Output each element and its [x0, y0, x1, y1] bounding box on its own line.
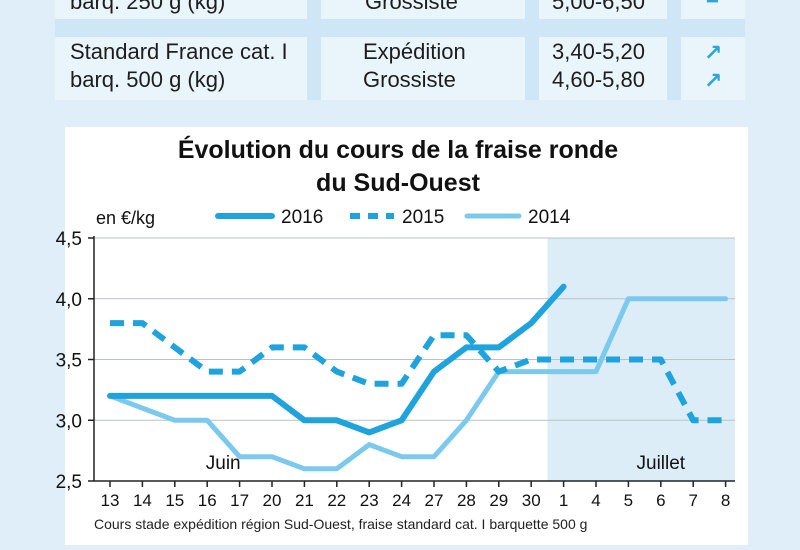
- x-tick-label: 29: [489, 491, 508, 510]
- market-cell: Grossiste: [365, 0, 458, 14]
- trend-up-arrow-icon: ↗: [704, 40, 723, 65]
- column-separator: [307, 0, 321, 100]
- x-tick-label: 6: [656, 491, 665, 510]
- price-row-250g: [55, 0, 745, 19]
- x-tick-label: 4: [591, 491, 600, 510]
- chart-title-line2: du Sud-Ouest: [316, 169, 481, 197]
- month-label-june: Juin: [206, 453, 241, 474]
- y-tick-label: 4,5: [56, 229, 82, 250]
- trend-equal-icon: =: [706, 0, 719, 12]
- series-line-2014: [107, 296, 729, 472]
- x-tick-label: 23: [360, 491, 379, 510]
- series-line-2015: [110, 320, 726, 424]
- x-tick-label: 14: [133, 491, 152, 510]
- x-tick-label: 16: [198, 491, 217, 510]
- price-row-500g: [55, 37, 745, 100]
- x-tick-label: 27: [425, 491, 444, 510]
- y-tick-label: 3,5: [56, 351, 82, 372]
- x-tick-label: 13: [101, 491, 120, 510]
- x-tick-label: 22: [327, 491, 346, 510]
- product-cell: barq. 250 g (kg): [70, 0, 226, 14]
- x-tick-label: 1: [559, 491, 568, 510]
- product-cell: barq. 500 g (kg): [70, 67, 226, 92]
- column-separator: [525, 0, 539, 100]
- x-tick-label: 21: [295, 491, 314, 510]
- price-cell: 5,00-6,50: [552, 0, 645, 14]
- x-tick-label: 30: [522, 491, 541, 510]
- chart-footnote: Cours stade expédition région Sud-Ouest,…: [94, 516, 587, 532]
- legend-label-2015: 2015: [402, 207, 444, 228]
- x-tick-label: 15: [165, 491, 184, 510]
- price-table: barq. 250 g (kg) Grossiste 5,00-6,50 = S…: [55, 0, 745, 100]
- y-tick-label: 3,0: [56, 411, 82, 432]
- chart-title-line1: Évolution du cours de la fraise ronde: [178, 135, 618, 164]
- x-tick-label: 8: [721, 491, 730, 510]
- y-tick-label: 2,5: [56, 472, 82, 493]
- legend-label-2014: 2014: [528, 207, 571, 228]
- market-cell: Grossiste: [363, 67, 456, 92]
- column-separator: [667, 0, 681, 100]
- x-tick-label: 5: [624, 491, 633, 510]
- market-cell: Expédition: [363, 39, 466, 64]
- series-line-2016: [107, 283, 567, 436]
- product-cell: Standard France cat. I: [70, 39, 288, 64]
- price-cell: 3,40-5,20: [552, 39, 645, 64]
- x-tick-label: 7: [688, 491, 697, 510]
- x-tick-label: 28: [457, 491, 476, 510]
- price-cell: 4,60-5,80: [552, 67, 645, 92]
- month-label-july: Juillet: [637, 453, 686, 474]
- x-tick-label: 17: [230, 491, 249, 510]
- y-axis-unit-label: en €/kg: [96, 208, 155, 228]
- legend-label-2016: 2016: [281, 207, 323, 228]
- x-tick-label: 24: [392, 491, 411, 510]
- x-tick-label: 20: [263, 491, 282, 510]
- y-tick-label: 4,0: [56, 290, 82, 311]
- trend-up-arrow-icon: ↗: [704, 68, 723, 93]
